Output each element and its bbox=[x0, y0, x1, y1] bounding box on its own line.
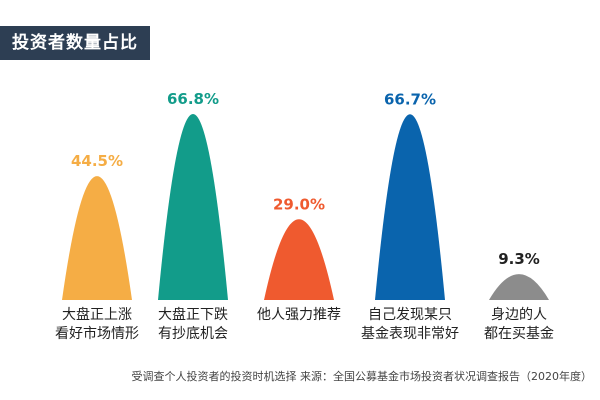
bar-4 bbox=[375, 114, 445, 300]
category-label-4-line-1: 自己发现某只 bbox=[368, 307, 452, 323]
category-label-2-line-1: 大盘正下跌 bbox=[158, 306, 228, 323]
page-title: 投资者数量占比 bbox=[0, 26, 150, 60]
category-label-1-line-2: 看好市场情形 bbox=[55, 325, 139, 342]
bar-5 bbox=[489, 274, 549, 300]
value-label-1: 44.5% bbox=[71, 152, 123, 170]
category-label-3-line-1: 他人强力推荐 bbox=[257, 307, 341, 323]
category-label-5-line-1: 身边的人 bbox=[491, 307, 547, 323]
bar-2 bbox=[158, 114, 228, 300]
bar-3 bbox=[264, 219, 334, 300]
value-label-3: 29.0% bbox=[273, 195, 325, 213]
category-label-4-line-2: 基金表现非常好 bbox=[361, 325, 459, 342]
category-label-1-line-1: 大盘正上涨 bbox=[62, 306, 132, 323]
value-label-4: 66.7% bbox=[384, 90, 436, 108]
value-label-5: 9.3% bbox=[498, 250, 540, 268]
value-label-2: 66.8% bbox=[167, 90, 219, 108]
source-note: 受调查个人投资者的投资时机选择 来源：全国公募基金市场投资者状况调查报告（202… bbox=[131, 370, 593, 383]
category-label-2-line-2: 有抄底机会 bbox=[158, 326, 228, 342]
bar-1 bbox=[62, 176, 132, 300]
category-label-5-line-2: 都在买基金 bbox=[484, 325, 554, 342]
